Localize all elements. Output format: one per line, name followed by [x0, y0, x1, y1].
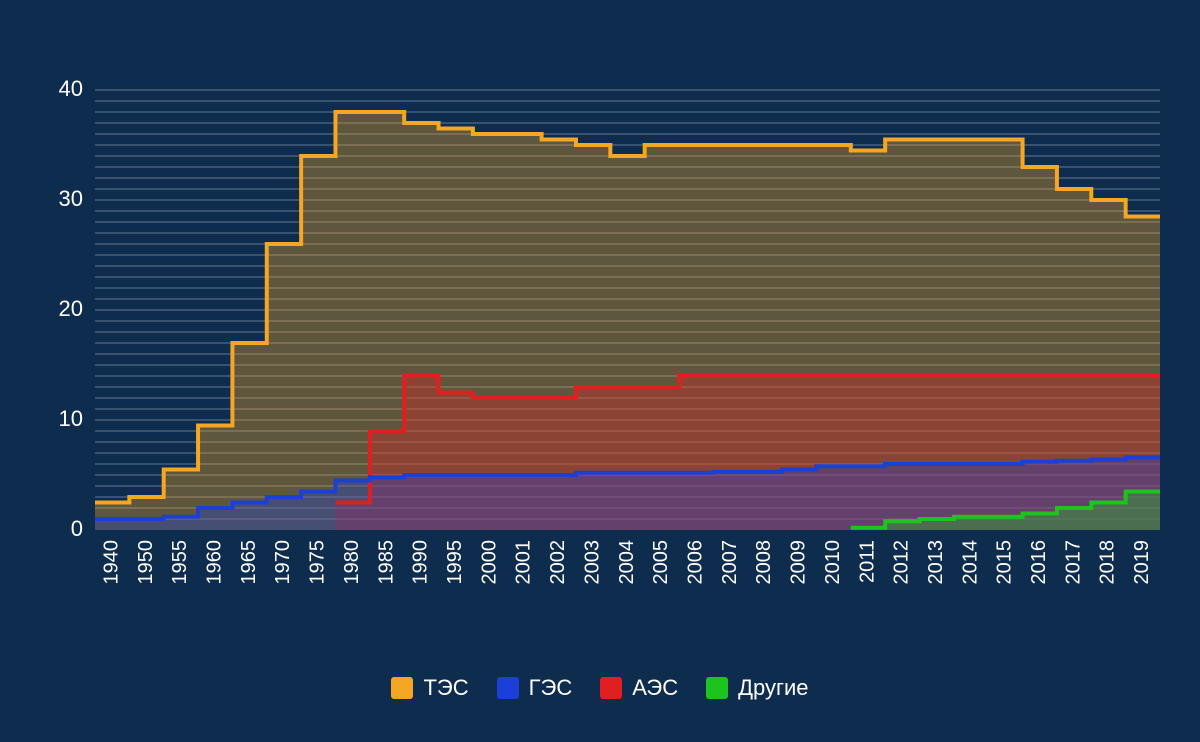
x-tick-label: 2008 [753, 540, 775, 585]
legend-label: АЭС [632, 675, 678, 701]
legend-label: Другие [738, 675, 808, 701]
x-tick-label: 1965 [238, 540, 260, 585]
x-tick-label: 1940 [100, 540, 122, 585]
x-tick-label: 1970 [272, 540, 294, 585]
x-tick-label: 2016 [1028, 540, 1050, 585]
x-tick-label: 2001 [513, 540, 535, 585]
x-tick-label: 2015 [994, 540, 1016, 585]
x-tick-label: 1995 [444, 540, 466, 585]
x-tick-label: 1950 [135, 540, 157, 585]
x-tick-label: 2007 [719, 540, 741, 585]
x-tick-label: 2019 [1131, 540, 1153, 585]
x-tick-label: 1960 [204, 540, 226, 585]
legend-swatch [600, 677, 622, 699]
x-tick-label: 2002 [547, 540, 569, 585]
x-tick-label: 2011 [856, 540, 878, 583]
y-tick-label: 10 [59, 406, 83, 431]
y-tick-label: 20 [59, 296, 83, 321]
x-tick-label: 1980 [341, 540, 363, 585]
x-tick-label: 2004 [616, 540, 638, 585]
x-tick-label: 2000 [478, 540, 500, 585]
legend-swatch [706, 677, 728, 699]
x-tick-label: 2009 [788, 540, 810, 585]
x-tick-label: 2003 [581, 540, 603, 585]
x-tick-label: 2014 [959, 540, 981, 585]
legend-item-ГЭС: ГЭС [497, 675, 573, 701]
legend-label: ТЭС [423, 675, 468, 701]
legend: ТЭС ГЭС АЭС Другие [0, 675, 1200, 701]
x-tick-label: 2006 [684, 540, 706, 585]
legend-item-АЭС: АЭС [600, 675, 678, 701]
x-tick-label: 1985 [375, 540, 397, 585]
legend-swatch [391, 677, 413, 699]
x-tick-label: 1955 [169, 540, 191, 585]
x-tick-label: 2013 [925, 540, 947, 585]
x-tick-label: 1990 [410, 540, 432, 585]
y-tick-label: 0 [71, 516, 83, 541]
y-tick-label: 30 [59, 186, 83, 211]
x-tick-label: 2018 [1097, 540, 1119, 585]
legend-item-ТЭС: ТЭС [391, 675, 468, 701]
y-tick-label: 40 [59, 76, 83, 101]
x-tick-label: 1975 [307, 540, 329, 585]
x-tick-label: 2017 [1062, 540, 1084, 585]
x-tick-label: 2005 [650, 540, 672, 585]
x-tick-label: 2012 [891, 540, 913, 585]
x-tick-label: 2010 [822, 540, 844, 585]
chart-container: 0 10 20 30 40 1940 1950 1955 1960 1965 1970 1975 198… [0, 0, 1200, 742]
legend-item-Другие: Другие [706, 675, 808, 701]
chart-svg: 0 10 20 30 40 1940 1950 1955 1960 1965 1970 1975 198… [0, 0, 1200, 742]
legend-swatch [497, 677, 519, 699]
legend-label: ГЭС [529, 675, 573, 701]
